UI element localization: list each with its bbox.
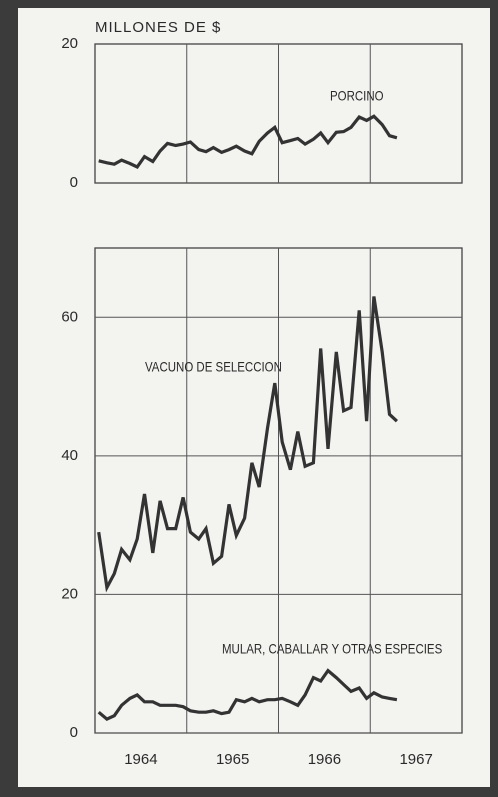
data-line: [97, 296, 398, 593]
y-tick-label: 60: [61, 308, 78, 325]
series-label: PORCINO: [330, 88, 384, 104]
y-tick-label: 20: [61, 585, 78, 602]
x-tick-label: 1966: [308, 751, 341, 768]
x-tick-label: 1967: [399, 751, 432, 768]
y-tick-label: 0: [70, 724, 78, 741]
chart-title: MILLONES DE $: [95, 19, 221, 36]
data-line: [98, 114, 398, 170]
data-line: [97, 668, 398, 721]
paper: [18, 8, 490, 787]
series-label: VACUNO DE SELECCION: [145, 359, 282, 375]
series-label: MULAR, CABALLAR Y OTRAS ESPECIES: [222, 641, 442, 657]
y-tick-label: 0: [70, 174, 78, 191]
y-tick-label: 20: [61, 35, 78, 52]
x-tick-label: 1964: [124, 751, 157, 768]
x-tick-label: 1965: [216, 751, 249, 768]
y-tick-label: 40: [61, 447, 78, 464]
